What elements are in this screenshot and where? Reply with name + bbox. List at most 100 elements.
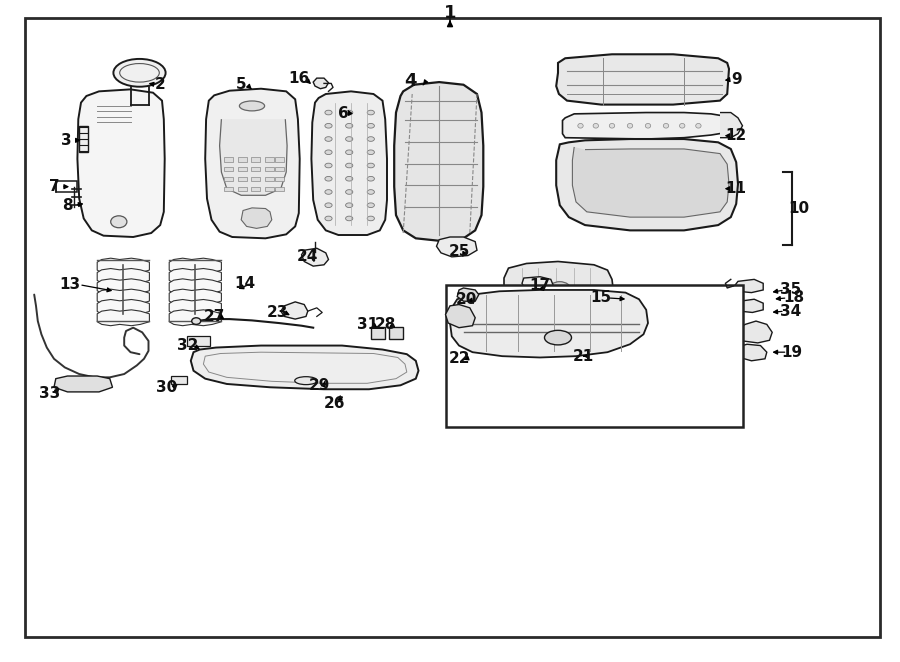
Ellipse shape: [367, 150, 374, 155]
Ellipse shape: [346, 163, 353, 168]
Bar: [171, 376, 187, 384]
Text: 17: 17: [529, 279, 551, 293]
Text: 22: 22: [448, 352, 470, 366]
PathPatch shape: [734, 279, 763, 293]
Bar: [187, 336, 210, 346]
Text: 35: 35: [779, 283, 801, 297]
Text: 20: 20: [455, 292, 477, 307]
Text: 4: 4: [404, 71, 417, 90]
Bar: [371, 327, 385, 339]
Bar: [251, 187, 260, 191]
Text: 10: 10: [788, 201, 810, 216]
PathPatch shape: [97, 258, 149, 274]
PathPatch shape: [457, 288, 479, 301]
PathPatch shape: [97, 269, 149, 285]
Bar: [275, 187, 284, 191]
PathPatch shape: [281, 302, 308, 319]
PathPatch shape: [191, 346, 418, 389]
Ellipse shape: [295, 377, 317, 385]
Text: 34: 34: [779, 304, 801, 318]
Ellipse shape: [367, 111, 374, 115]
Bar: [56, 181, 77, 192]
PathPatch shape: [736, 299, 763, 312]
Bar: [265, 167, 274, 171]
Ellipse shape: [367, 176, 374, 181]
Text: 8: 8: [62, 198, 73, 213]
Text: 27: 27: [203, 309, 225, 324]
Ellipse shape: [548, 282, 571, 298]
Bar: [79, 126, 88, 152]
Ellipse shape: [609, 123, 615, 128]
Ellipse shape: [367, 137, 374, 142]
Ellipse shape: [325, 216, 332, 221]
Text: 16: 16: [288, 71, 310, 85]
PathPatch shape: [738, 321, 772, 343]
PathPatch shape: [97, 310, 149, 326]
Bar: [275, 177, 284, 181]
Bar: [238, 167, 247, 171]
Bar: [265, 187, 274, 191]
Text: 11: 11: [725, 181, 747, 196]
Bar: [275, 157, 284, 162]
Text: 32: 32: [176, 338, 198, 353]
Ellipse shape: [325, 137, 332, 142]
Ellipse shape: [346, 216, 353, 221]
PathPatch shape: [97, 279, 149, 295]
Ellipse shape: [325, 150, 332, 155]
Text: 15: 15: [590, 291, 612, 305]
Text: 5: 5: [236, 77, 247, 92]
Ellipse shape: [346, 203, 353, 208]
Bar: [224, 177, 233, 181]
Text: 28: 28: [374, 317, 396, 332]
Text: 6: 6: [338, 107, 349, 121]
PathPatch shape: [562, 113, 731, 139]
Text: 13: 13: [59, 277, 81, 292]
PathPatch shape: [504, 261, 614, 318]
Ellipse shape: [113, 59, 166, 87]
Ellipse shape: [346, 189, 353, 195]
Text: 30: 30: [156, 380, 177, 395]
Text: 23: 23: [266, 305, 288, 320]
Text: 25: 25: [448, 244, 470, 259]
PathPatch shape: [169, 289, 221, 305]
Text: 2: 2: [155, 77, 166, 92]
PathPatch shape: [394, 82, 483, 241]
PathPatch shape: [169, 269, 221, 285]
Bar: [238, 177, 247, 181]
Bar: [224, 157, 233, 162]
Bar: [224, 187, 233, 191]
Bar: [251, 167, 260, 171]
PathPatch shape: [522, 277, 554, 293]
PathPatch shape: [220, 119, 287, 195]
Ellipse shape: [325, 189, 332, 195]
PathPatch shape: [450, 290, 648, 357]
Ellipse shape: [696, 123, 701, 128]
Bar: [251, 177, 260, 181]
Ellipse shape: [325, 176, 332, 181]
Text: 29: 29: [309, 378, 330, 393]
Ellipse shape: [111, 216, 127, 228]
Ellipse shape: [367, 163, 374, 168]
Bar: [224, 167, 233, 171]
Text: 19: 19: [781, 345, 803, 359]
Ellipse shape: [680, 123, 685, 128]
PathPatch shape: [556, 139, 738, 230]
Ellipse shape: [367, 203, 374, 208]
Ellipse shape: [645, 123, 651, 128]
PathPatch shape: [77, 89, 165, 237]
PathPatch shape: [97, 289, 149, 305]
PathPatch shape: [446, 305, 475, 328]
PathPatch shape: [436, 237, 477, 257]
PathPatch shape: [169, 258, 221, 274]
PathPatch shape: [54, 376, 112, 392]
PathPatch shape: [169, 299, 221, 315]
PathPatch shape: [169, 279, 221, 295]
Ellipse shape: [593, 123, 598, 128]
Ellipse shape: [544, 330, 572, 345]
Text: 9: 9: [731, 72, 742, 87]
Ellipse shape: [663, 123, 669, 128]
Text: 1: 1: [444, 4, 456, 23]
Text: 33: 33: [39, 387, 60, 401]
Ellipse shape: [346, 176, 353, 181]
Bar: [275, 167, 284, 171]
